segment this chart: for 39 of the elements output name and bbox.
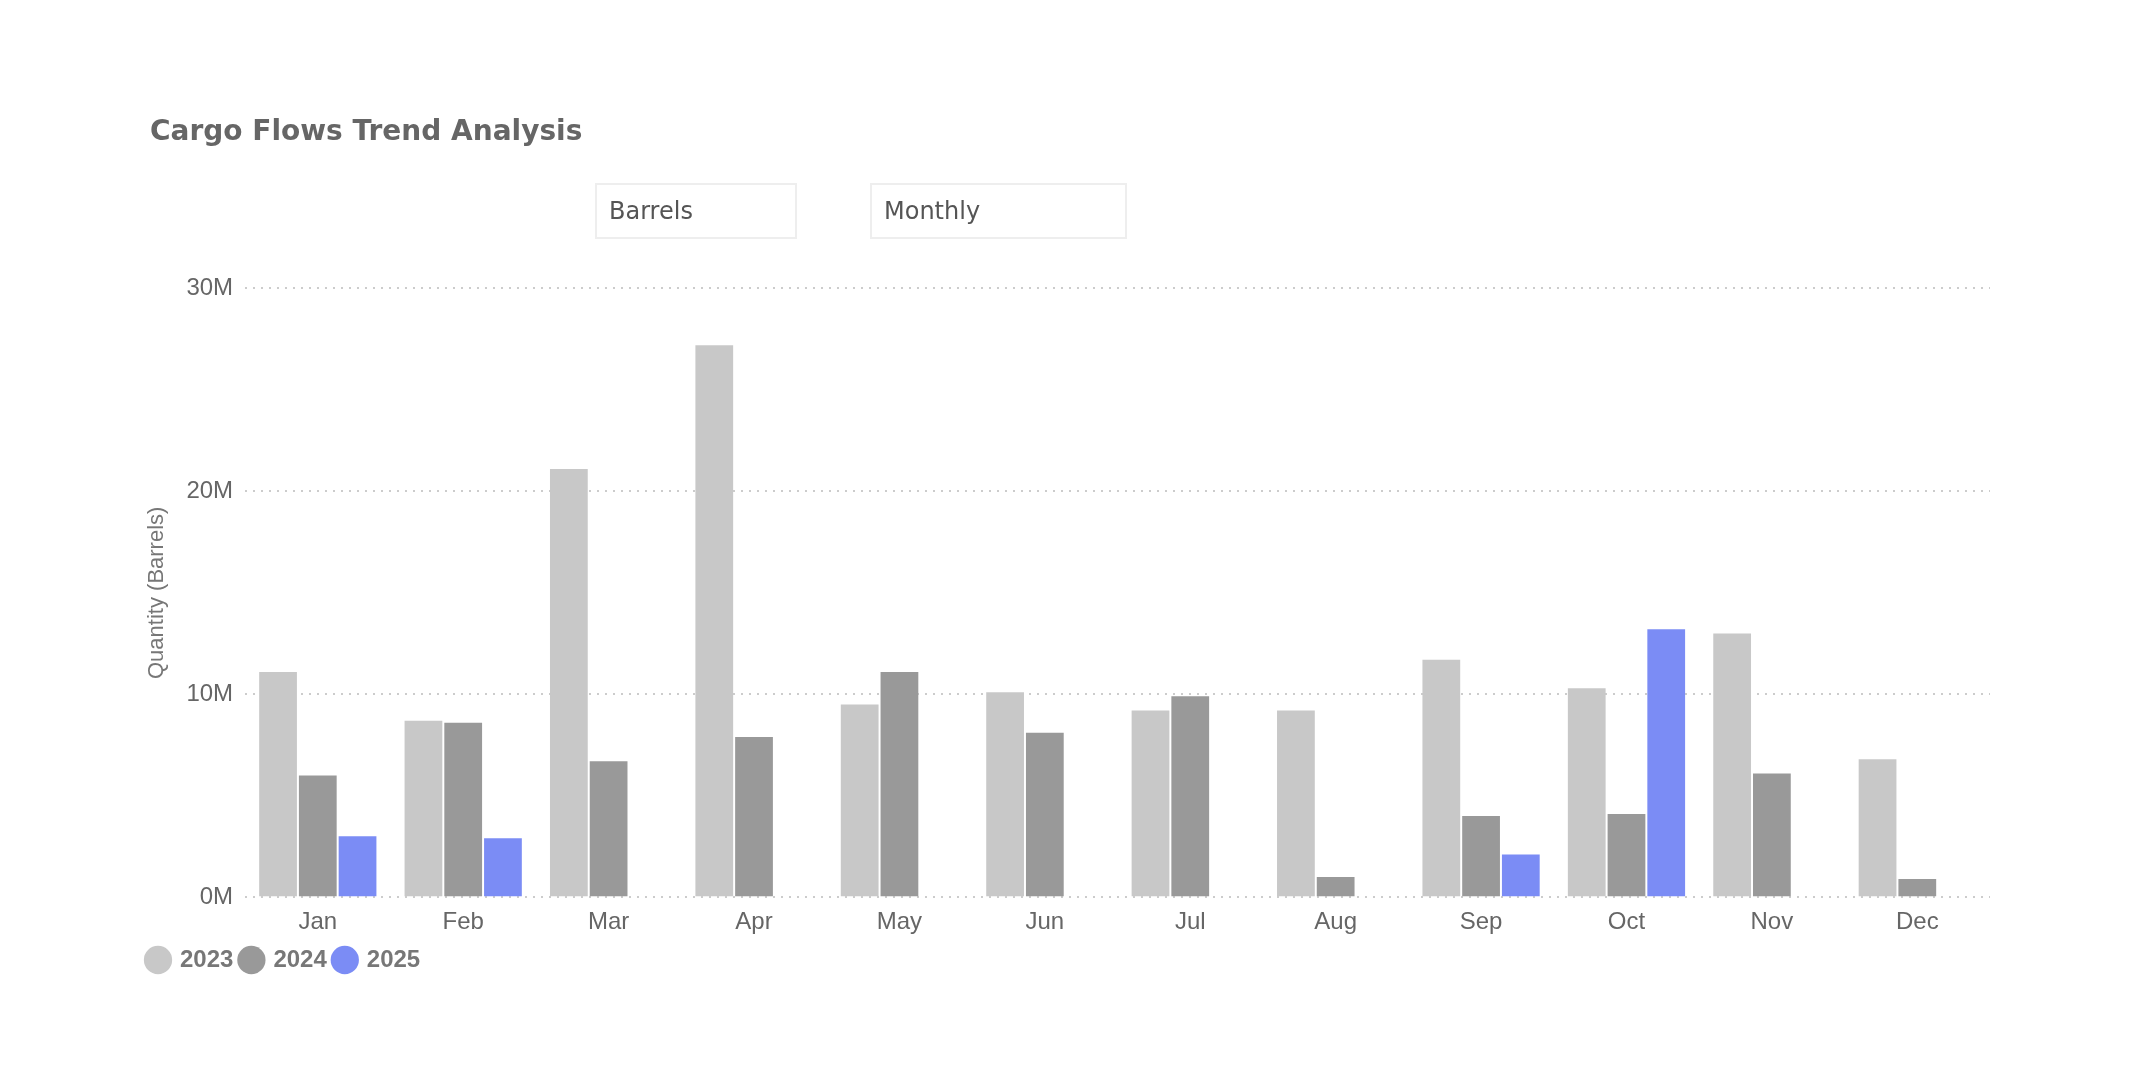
bar (1501, 854, 1540, 897)
x-tick-label: May (876, 907, 923, 935)
chart-title: Cargo Flows Trend Analysis (150, 114, 583, 147)
bar (1647, 629, 1686, 897)
x-tick-label: Dec (1895, 907, 1939, 935)
bar (1898, 878, 1937, 897)
x-tick-label: Jun (1025, 907, 1065, 935)
bar (1607, 814, 1646, 897)
legend-label: 2023 (180, 944, 234, 972)
y-tick-label: 30M (186, 273, 234, 301)
x-tick-label: Aug (1314, 907, 1358, 935)
x-tick-label: Mar (587, 907, 630, 935)
bar (1171, 696, 1210, 897)
y-tick-label: 0M (199, 881, 234, 909)
dropdown-field: Barrels (595, 183, 797, 239)
bar (484, 838, 522, 897)
dropdown-field: Monthly (870, 183, 1127, 239)
x-tick-label: Jul (1174, 907, 1206, 935)
legend-label: 2024 (273, 944, 328, 972)
x-tick-label: Jan (298, 907, 338, 935)
bar (338, 836, 377, 897)
bar (1753, 773, 1791, 897)
bar (444, 722, 483, 897)
bar (589, 761, 628, 897)
y-tick-label: 10M (186, 678, 234, 706)
y-axis-title: Quantity (Barrels) (143, 506, 169, 679)
x-tick-label: Sep (1459, 907, 1503, 935)
bar (1462, 816, 1500, 897)
legend-label: 2025 (366, 944, 421, 972)
bar (298, 775, 337, 897)
bar (1316, 876, 1355, 897)
y-tick-label: 20M (186, 475, 234, 503)
bar (1025, 732, 1064, 897)
bar (880, 671, 919, 897)
x-tick-label: Feb (442, 907, 484, 935)
x-tick-label: Nov (1750, 907, 1794, 935)
x-tick-label: Apr (735, 907, 773, 935)
x-tick-label: Oct (1607, 907, 1646, 935)
bar (735, 736, 773, 897)
